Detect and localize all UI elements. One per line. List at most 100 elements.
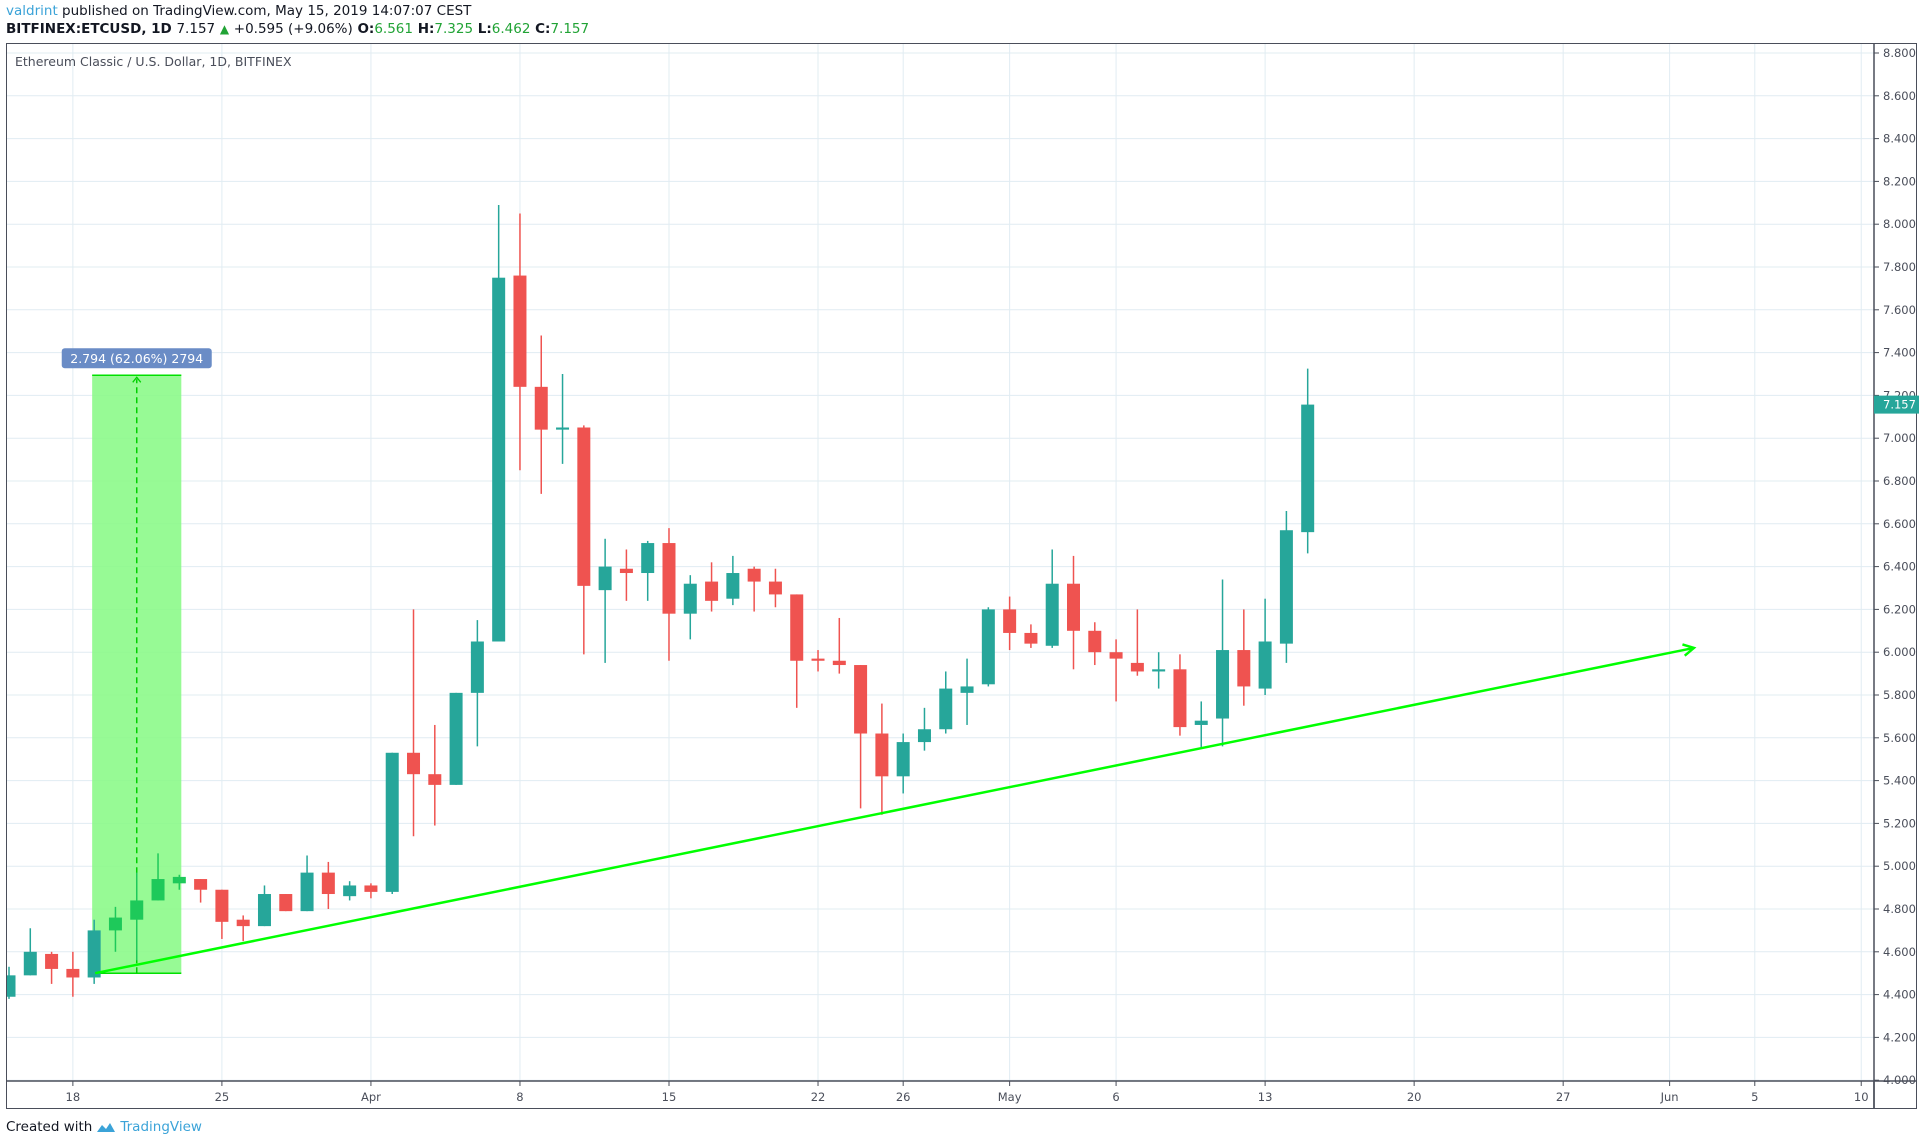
candle[interactable] — [1003, 596, 1017, 651]
author-link[interactable]: valdrint — [6, 3, 58, 19]
y-tick-label: 7.400 — [1883, 346, 1916, 360]
up-triangle-icon: ▲ — [219, 22, 230, 36]
candle[interactable] — [981, 607, 995, 687]
measure-label-text: 2.794 (62.06%) 2794 — [70, 351, 203, 366]
tradingview-link[interactable]: TradingView — [120, 1119, 202, 1135]
candle[interactable] — [364, 883, 378, 899]
candle[interactable] — [1173, 654, 1187, 736]
candle[interactable] — [811, 650, 825, 672]
candle[interactable] — [556, 374, 570, 464]
candle[interactable] — [215, 889, 229, 939]
candle[interactable] — [449, 692, 463, 785]
candle[interactable] — [492, 204, 506, 642]
trendline[interactable] — [94, 646, 1695, 975]
candle[interactable] — [960, 658, 974, 725]
candle[interactable] — [939, 671, 953, 734]
y-tick-label: 6.000 — [1883, 645, 1916, 659]
footer: Created with TradingView — [6, 1119, 202, 1135]
candle[interactable] — [534, 335, 548, 494]
y-tick-label: 8.800 — [1883, 46, 1916, 60]
y-tick-label: 4.800 — [1883, 902, 1916, 916]
chart-legend: Ethereum Classic / U.S. Dollar, 1D, BITF… — [15, 54, 292, 69]
candle[interactable] — [726, 555, 740, 606]
y-tick-label: 6.200 — [1883, 602, 1916, 616]
close-label: C: — [535, 21, 551, 37]
x-tick-label: 22 — [811, 1090, 826, 1104]
candle[interactable] — [407, 609, 421, 837]
y-tick-label: 8.400 — [1883, 132, 1916, 146]
candle[interactable] — [1194, 701, 1208, 749]
candle[interactable] — [428, 724, 442, 826]
candle[interactable] — [1237, 609, 1251, 706]
candle[interactable] — [917, 707, 931, 751]
candle[interactable] — [1045, 549, 1059, 648]
x-tick-label: 6 — [1112, 1090, 1119, 1104]
candle[interactable] — [343, 881, 357, 901]
high-value: 7.325 — [434, 21, 474, 37]
candle[interactable] — [832, 617, 846, 674]
x-tick-label: Apr — [361, 1090, 381, 1104]
candle[interactable] — [747, 566, 761, 612]
candle[interactable] — [1301, 368, 1315, 554]
candle[interactable] — [790, 594, 804, 708]
publish-info: valdrint published on TradingView.com, M… — [6, 3, 471, 19]
candle[interactable] — [598, 538, 612, 663]
x-tick-label: Jun — [1660, 1090, 1679, 1104]
y-tick-label: 8.000 — [1883, 217, 1916, 231]
candle[interactable] — [513, 213, 527, 471]
candle[interactable] — [768, 568, 782, 608]
x-tick-label: 8 — [516, 1090, 523, 1104]
low-value: 6.462 — [491, 21, 531, 37]
candle[interactable] — [683, 575, 697, 640]
candle[interactable] — [194, 879, 208, 903]
candle[interactable] — [279, 894, 293, 912]
candle[interactable] — [151, 853, 165, 901]
candle[interactable] — [45, 951, 59, 984]
candle[interactable] — [66, 951, 80, 997]
last-price-tag-text: 7.157 — [1883, 398, 1916, 412]
candle[interactable] — [1088, 622, 1102, 666]
chart-frame — [6, 43, 1917, 1109]
candle[interactable] — [1109, 639, 1123, 702]
candle[interactable] — [300, 855, 314, 912]
candle[interactable] — [662, 528, 676, 661]
open-value: 6.561 — [374, 21, 413, 37]
candle[interactable] — [875, 703, 889, 815]
x-tick-label: 18 — [66, 1090, 81, 1104]
candle[interactable] — [705, 562, 719, 612]
candle[interactable] — [1067, 555, 1080, 670]
candle[interactable] — [385, 752, 399, 895]
candle[interactable] — [87, 919, 101, 984]
trendline-arrow-icon — [1682, 643, 1697, 657]
candle[interactable] — [1152, 652, 1166, 689]
candle[interactable] — [236, 915, 250, 942]
candle[interactable] — [1130, 609, 1144, 676]
candle[interactable] — [1279, 510, 1293, 663]
price-change: +0.595 (+9.06%) — [233, 21, 353, 37]
candle[interactable] — [470, 620, 484, 747]
candle[interactable] — [1024, 624, 1038, 648]
open-label: O: — [357, 21, 375, 37]
candle[interactable] — [854, 665, 868, 809]
candle[interactable] — [619, 549, 633, 601]
candle[interactable] — [641, 540, 655, 601]
x-tick-label: 27 — [1556, 1090, 1571, 1104]
candle[interactable] — [130, 872, 144, 961]
candle[interactable] — [321, 861, 335, 909]
candle[interactable] — [1258, 598, 1272, 695]
candle[interactable] — [896, 733, 910, 794]
candle[interactable] — [3, 966, 16, 999]
plot-area[interactable] — [3, 44, 1875, 1081]
candle[interactable] — [23, 928, 37, 976]
candle[interactable] — [108, 906, 122, 952]
candle[interactable] — [577, 425, 591, 655]
y-tick-label: 5.200 — [1883, 816, 1916, 830]
y-tick-label: 7.800 — [1883, 260, 1916, 274]
candle[interactable] — [1216, 579, 1230, 747]
x-tick-label: 26 — [896, 1090, 911, 1104]
measure-label — [61, 348, 212, 369]
x-tick-label: 15 — [662, 1090, 677, 1104]
candle[interactable] — [172, 874, 186, 890]
candle[interactable] — [257, 885, 271, 927]
